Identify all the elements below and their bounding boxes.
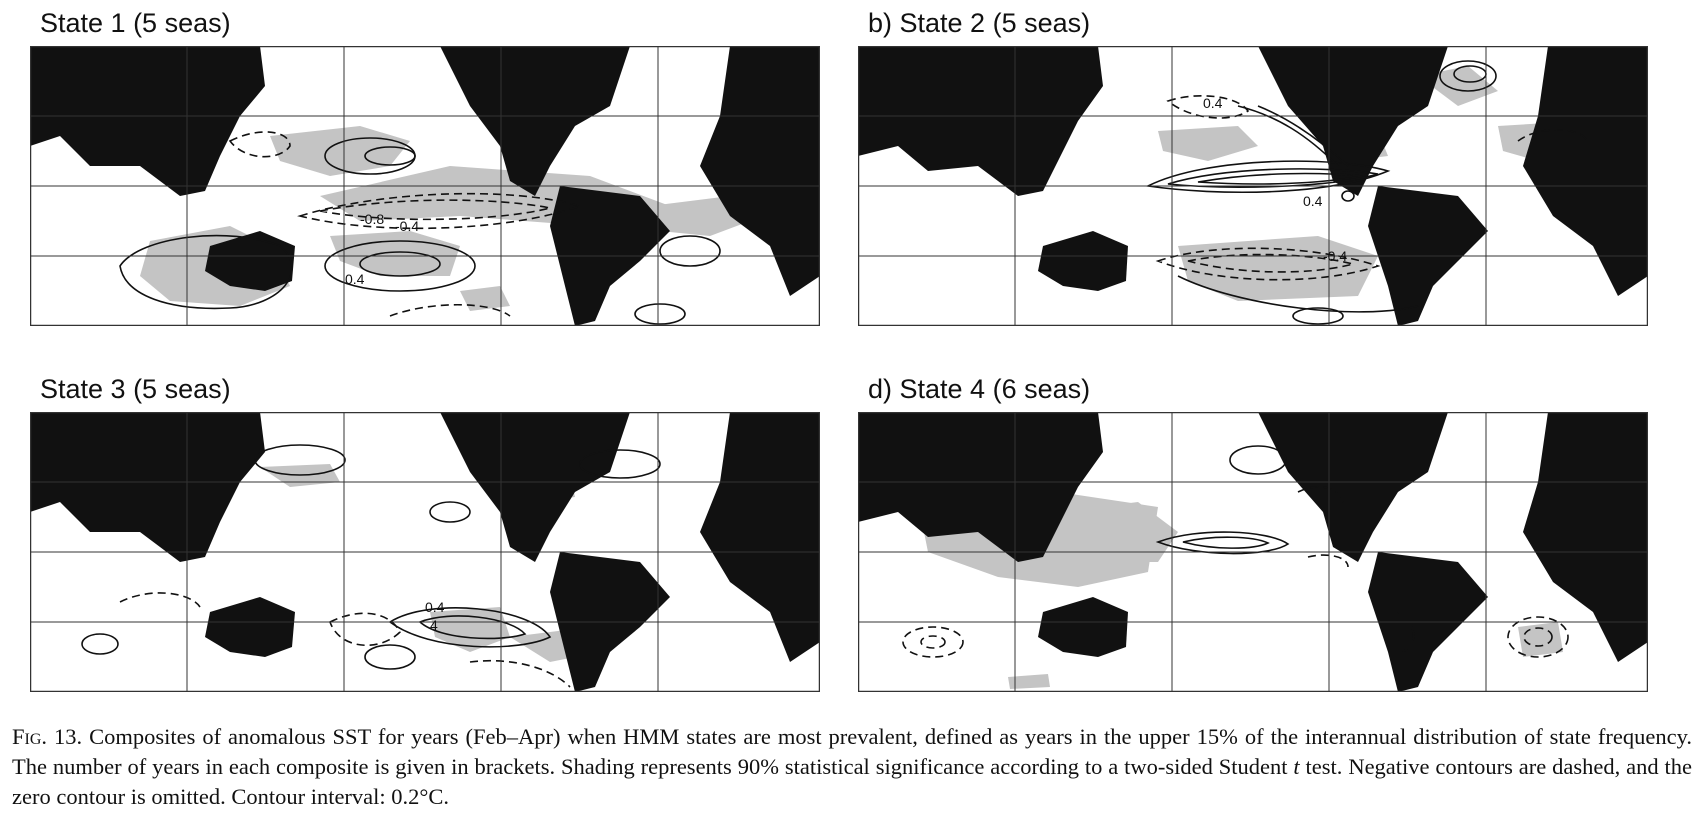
grid-lines	[858, 412, 1648, 692]
sst-composite-map: 0.4 4	[30, 412, 820, 692]
contour-label: 0.4	[345, 271, 365, 287]
caption-text: test. Negative contours are dashed, and …	[12, 754, 1692, 809]
sst-composite-map	[858, 412, 1648, 692]
grid-lines	[858, 46, 1648, 326]
land-masses	[30, 412, 820, 692]
caption-text: Composites of anomalous SST for years (F…	[12, 724, 1692, 779]
contour-label: 0.4	[1203, 95, 1223, 111]
grid-lines	[30, 46, 820, 326]
panel-state-2: b) State 2 (5 seas)	[858, 0, 1648, 360]
panel-state-3: State 3 (5 seas)	[30, 366, 820, 726]
figure-caption: Fig. 13. Composites of anomalous SST for…	[12, 722, 1692, 812]
contours	[1145, 60, 1497, 325]
contour-label: -0.4	[395, 218, 419, 234]
panel-title: State 3 (5 seas)	[40, 374, 231, 404]
grid-lines	[30, 412, 820, 692]
negative-contours	[119, 592, 571, 688]
caption-t-symbol: t	[1293, 754, 1300, 779]
contour-label: 4	[430, 617, 438, 633]
contour-label: 0.4	[425, 599, 445, 615]
panel-title: d) State 4 (6 seas)	[868, 374, 1091, 404]
negative-contours	[902, 486, 1569, 658]
contours	[119, 137, 721, 325]
panel-title: State 1 (5 seas)	[40, 8, 231, 38]
contour-label: -0.8	[360, 211, 384, 227]
sst-composite-map: -0.8 -0.4 0.4	[30, 46, 820, 326]
contours	[81, 444, 661, 670]
panel-state-1: State 1 (5 seas)	[30, 0, 820, 360]
panel-state-4: d) State 4 (6 seas)	[858, 366, 1648, 726]
negative-contours	[228, 131, 583, 317]
sst-composite-map: 0.4 0.4 -0.4	[858, 46, 1648, 326]
contour-label: 0.4	[1303, 193, 1323, 209]
negative-contours	[1155, 95, 1589, 281]
contour-label: -0.4	[1323, 248, 1347, 264]
panel-title: b) State 2 (5 seas)	[868, 8, 1091, 38]
figure-label: Fig. 13.	[12, 724, 83, 749]
